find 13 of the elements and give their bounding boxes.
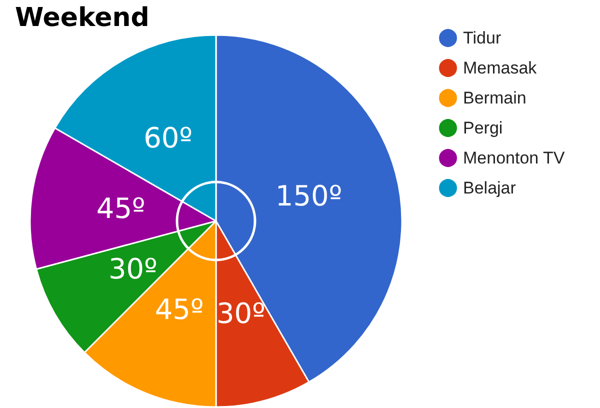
data-label: 60º	[144, 121, 192, 154]
chart-title: Weekend	[15, 3, 150, 33]
legend-label: Memasak	[463, 58, 538, 78]
data-label: 30º	[216, 297, 266, 330]
legend-label: Bermain	[463, 88, 526, 108]
data-label: 45º	[96, 192, 146, 225]
legend-label: Menonton TV	[463, 148, 566, 168]
data-label: 150º	[275, 180, 342, 213]
data-label: 30º	[108, 252, 158, 286]
legend-label: Belajar	[463, 178, 516, 198]
legend-label: Pergi	[463, 118, 503, 138]
data-label: 45º	[154, 293, 204, 326]
legend-label: Tidur	[463, 28, 502, 48]
